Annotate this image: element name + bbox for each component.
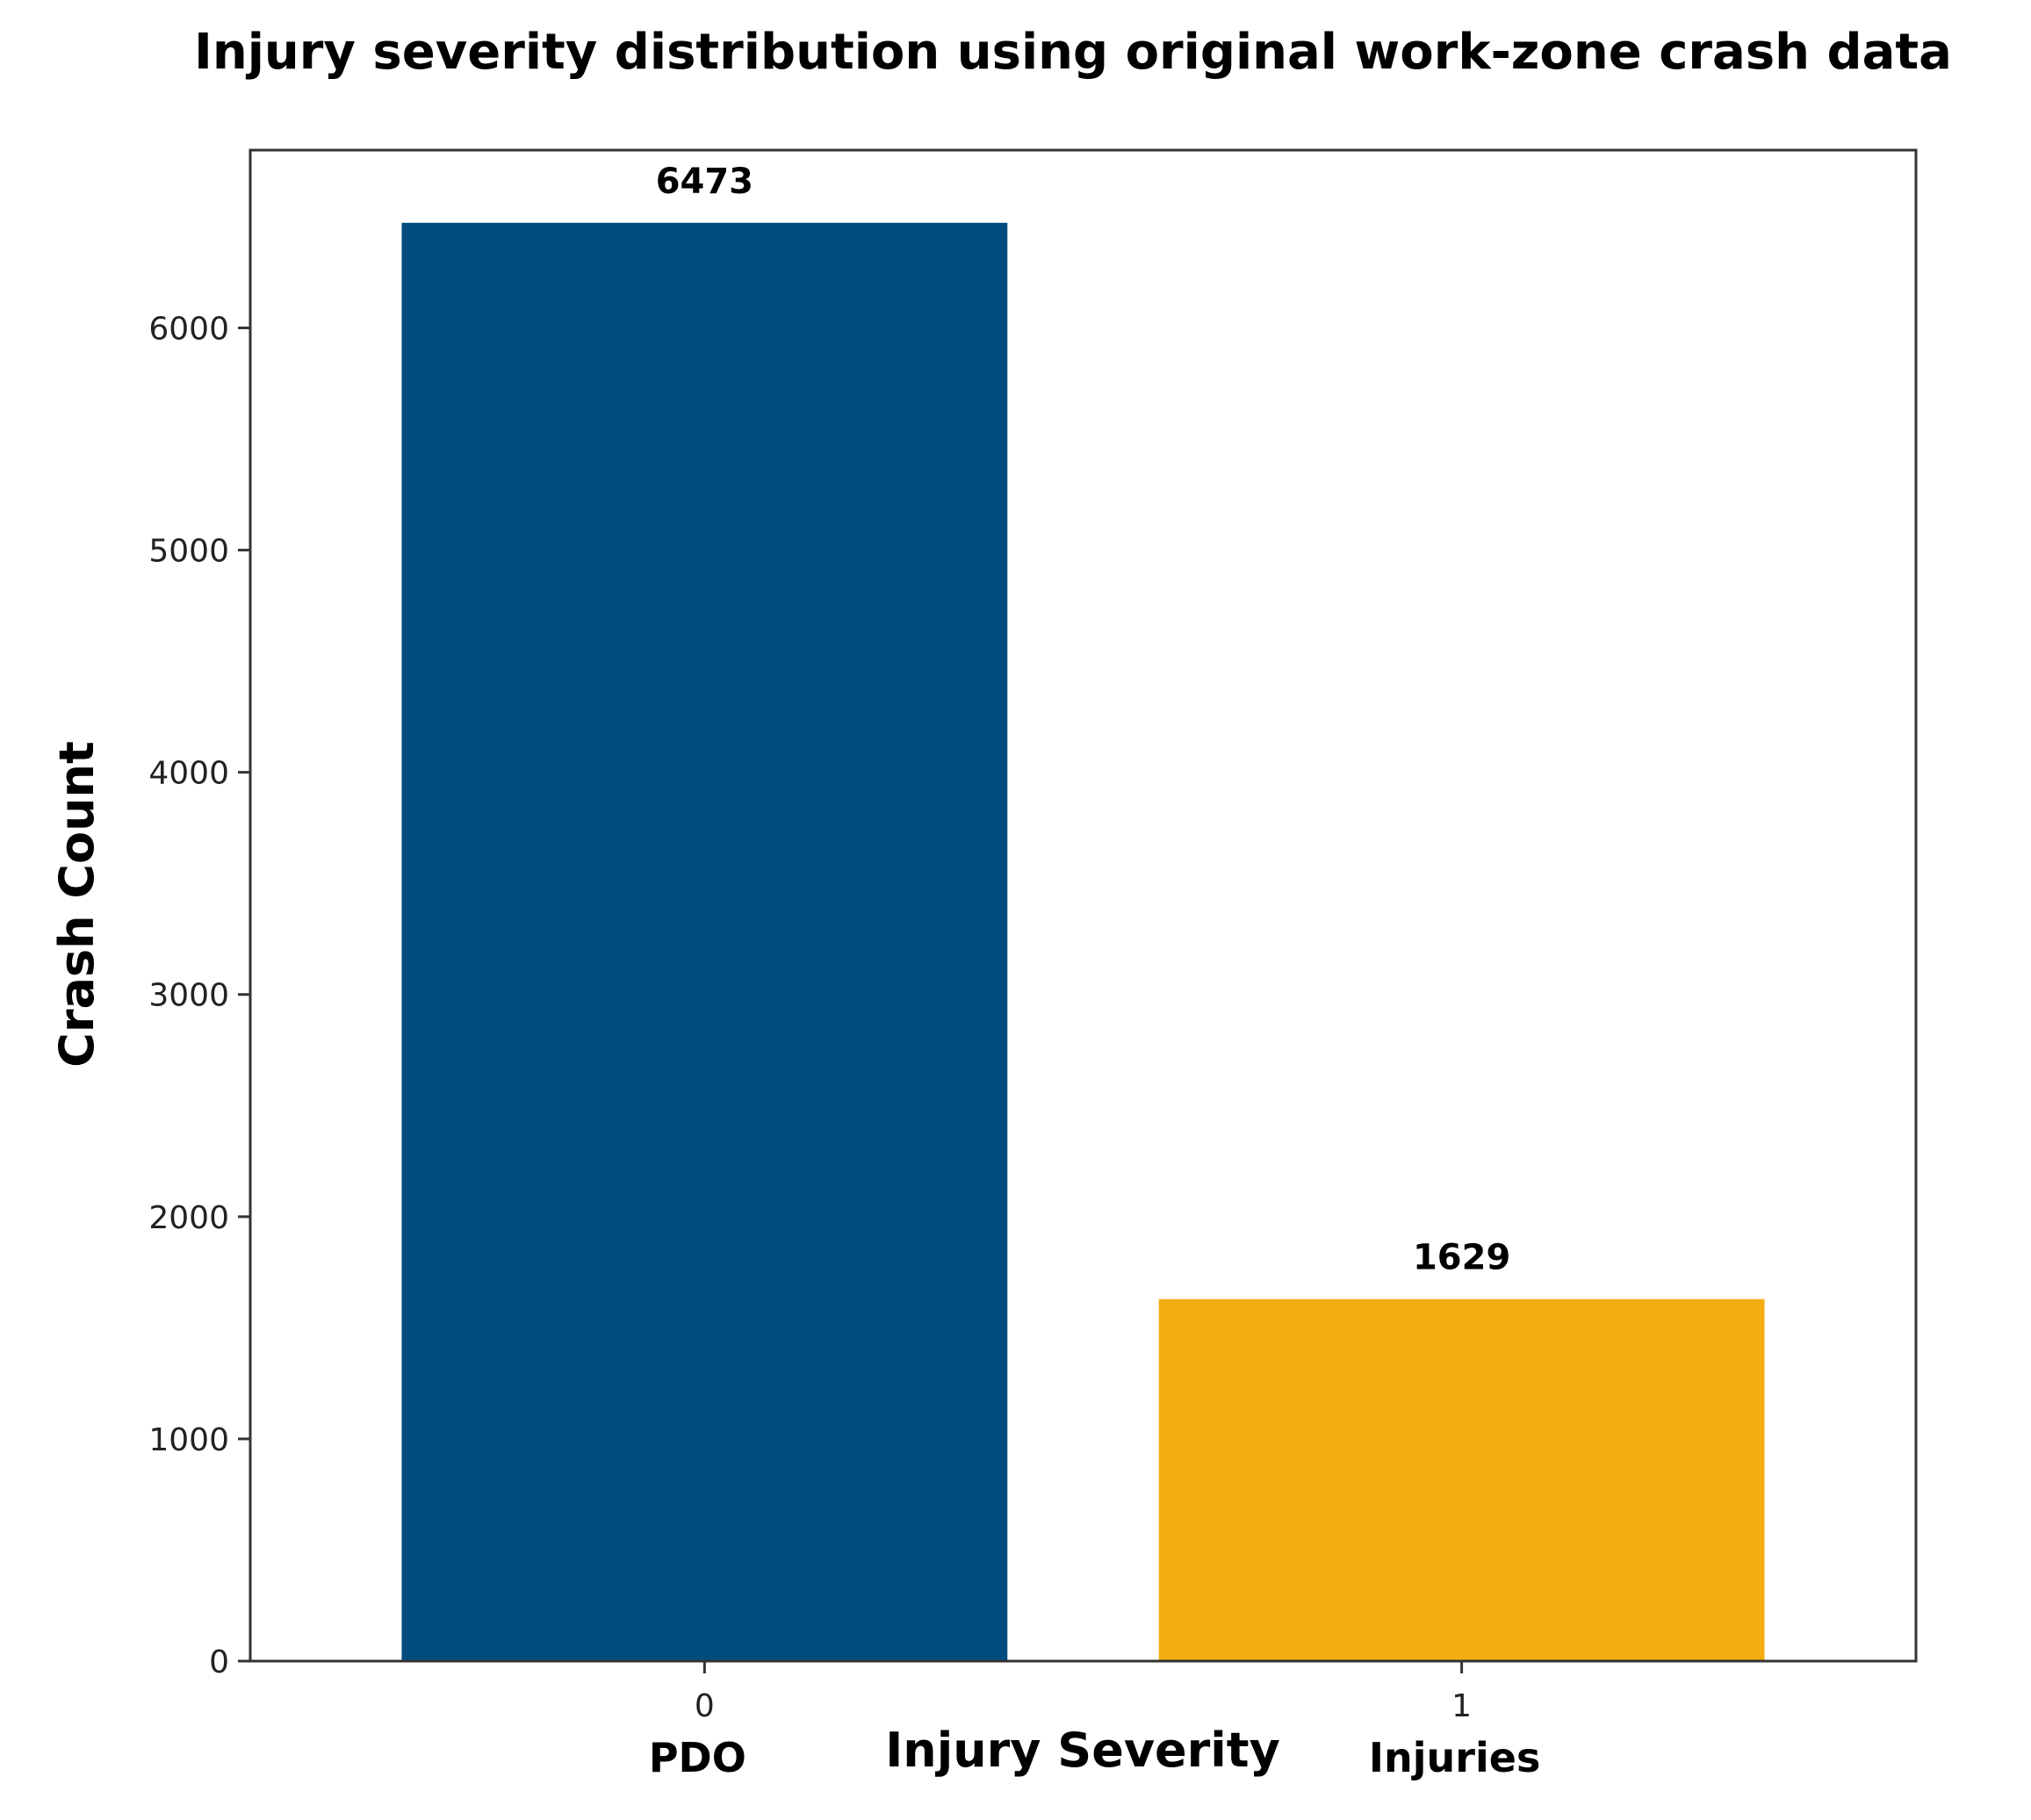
bar-value-label: 6473 [656, 162, 753, 202]
y-axis-title: Crash Count [49, 741, 104, 1068]
bar-value-label: 1629 [1413, 1238, 1510, 1278]
ticks-layer: 0 PDO 1 Injuries 0 1000 2000 3000 4000 5000 6000 [148, 311, 1540, 1781]
category-label: PDO [649, 1734, 746, 1781]
y-tick-label: 0 [209, 1644, 229, 1680]
x-tick-label: 1 [1451, 1688, 1472, 1724]
y-tick-label: 3000 [148, 978, 229, 1014]
chart-title: Injury severity distribution using origi… [194, 24, 1952, 81]
plot-frame [248, 148, 1918, 1663]
bar-injuries [1158, 1298, 1765, 1661]
x-axis-title: Injury Severity [885, 1723, 1280, 1778]
y-tick-label: 5000 [148, 534, 229, 570]
x-tick-label: 0 [695, 1688, 715, 1724]
category-label: Injuries [1369, 1734, 1540, 1781]
bar-pdo [401, 222, 1008, 1661]
y-tick-label: 2000 [148, 1200, 229, 1236]
y-tick-label: 4000 [148, 756, 229, 792]
bars-layer: 6473 1629 [401, 162, 1765, 1661]
y-tick-label: 6000 [148, 311, 229, 347]
y-tick-label: 1000 [148, 1422, 229, 1458]
